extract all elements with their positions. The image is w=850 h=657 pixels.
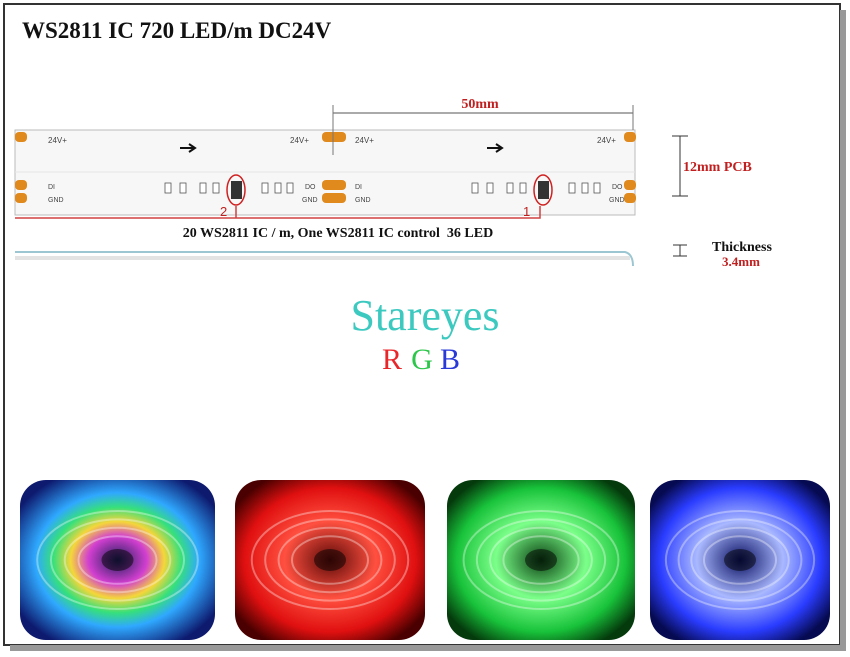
- pad-label: 24V+: [290, 136, 309, 145]
- spool-ring: [291, 535, 369, 585]
- spool-ring: [462, 510, 620, 610]
- photo-row: [20, 480, 830, 640]
- spool-ring: [502, 535, 580, 585]
- component: [593, 182, 601, 194]
- component: [581, 182, 589, 194]
- spool-ring: [489, 526, 593, 594]
- pad-label: DI: [355, 184, 362, 191]
- solder-pad: [624, 193, 636, 203]
- spool-ring: [690, 526, 790, 594]
- spool-ring: [77, 535, 158, 585]
- pad-label: DI: [48, 184, 55, 191]
- pad-label: GND: [302, 197, 318, 204]
- spool-ring: [703, 535, 777, 585]
- pad-label: 24V+: [355, 136, 374, 145]
- spool-ring: [63, 526, 172, 594]
- segment-length: 50mm: [461, 97, 499, 112]
- spool-ring: [250, 510, 410, 610]
- component: [261, 182, 269, 194]
- component: [274, 182, 282, 194]
- pad-label: DO: [612, 184, 623, 191]
- chain-line: [15, 206, 541, 219]
- spool-ring: [664, 510, 816, 610]
- direction-arrow: [487, 143, 504, 153]
- pad-label: GND: [609, 197, 625, 204]
- component: [164, 182, 172, 194]
- solder-pad: [15, 180, 27, 190]
- profile-edge: [15, 251, 634, 267]
- thickness-value: 3.4mm: [722, 254, 760, 269]
- component: [568, 182, 576, 194]
- frame-shadow: [840, 10, 846, 650]
- component: [212, 182, 220, 194]
- component: [486, 182, 494, 194]
- brand-letter: B: [440, 343, 460, 376]
- spool-ring: [277, 526, 383, 594]
- component: [286, 182, 294, 194]
- pad-label: 24V+: [48, 136, 67, 145]
- spool-ring: [475, 518, 607, 602]
- ic-highlight: [533, 174, 553, 206]
- spool-ring: [49, 518, 186, 602]
- pad-label: GND: [48, 197, 64, 204]
- pad-label: 24V+: [597, 136, 616, 145]
- brand-name: Stareyes: [350, 291, 499, 340]
- direction-arrow: [180, 143, 197, 153]
- solder-pad: [322, 132, 346, 142]
- spool-ring: [677, 518, 803, 602]
- ic-highlight: [226, 174, 246, 206]
- spool-hub: [101, 549, 134, 571]
- pcb-width: 12mm PCB: [683, 160, 752, 175]
- pad-label: GND: [355, 197, 371, 204]
- solder-pad: [624, 180, 636, 190]
- component: [199, 182, 207, 194]
- pad-label: DO: [305, 184, 316, 191]
- brand-letter: R: [382, 343, 402, 376]
- spool-hub: [314, 549, 346, 571]
- spool-ring: [264, 518, 396, 602]
- component: [519, 182, 527, 194]
- spool-hub: [724, 549, 756, 571]
- title: WS2811 IC 720 LED/m DC24V: [22, 18, 332, 43]
- caption: 20 WS2811 IC / m, One WS2811 IC control …: [183, 226, 493, 241]
- spool-ring: [36, 510, 199, 610]
- brand-letter: G: [411, 343, 433, 376]
- solder-pad: [322, 180, 346, 190]
- frame-shadow: [10, 645, 846, 651]
- ic-chip: [538, 181, 549, 199]
- component: [506, 182, 514, 194]
- ic-number: 2: [220, 204, 227, 219]
- component: [471, 182, 479, 194]
- strip-diagram: 24V+ 24V+ DI GND DO GND 24V+ 24V+ DI GND DO GND: [14, 129, 636, 267]
- ic-number: 1: [523, 204, 530, 219]
- solder-pad: [15, 193, 27, 203]
- solder-pad: [624, 132, 636, 142]
- spool-hub: [525, 549, 557, 571]
- solder-pad: [15, 132, 27, 142]
- thickness-label: Thickness: [712, 240, 772, 255]
- component: [179, 182, 187, 194]
- ic-chip: [231, 181, 242, 199]
- solder-pad: [322, 193, 346, 203]
